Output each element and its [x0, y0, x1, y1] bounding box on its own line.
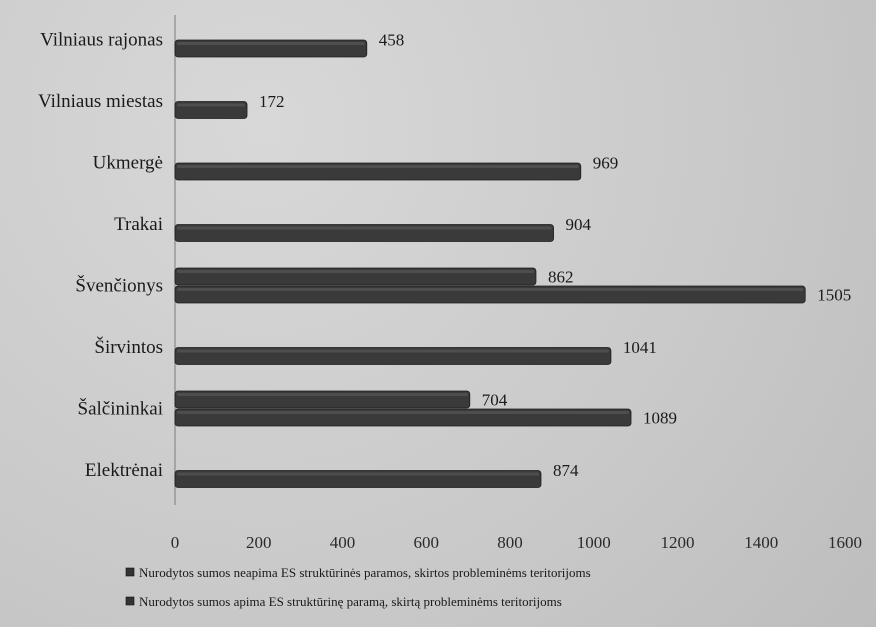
legend-swatch	[125, 567, 135, 577]
bar-highlight	[177, 226, 552, 230]
category-label: Ukmergė	[93, 153, 163, 174]
x-tick-label: 1600	[828, 533, 862, 552]
bar-highlight	[177, 349, 609, 353]
category-label: Širvintos	[94, 336, 163, 358]
bar-highlight	[177, 270, 534, 273]
bar-highlight	[177, 288, 804, 291]
bar-highlight	[177, 411, 630, 414]
legend-entry: Nurodytos sumos neapima ES struktūrinės …	[139, 565, 591, 580]
bar-highlight	[177, 103, 246, 107]
data-label: 862	[548, 268, 574, 287]
category-label: Šalčininkai	[78, 398, 163, 420]
legend-entry: Nurodytos sumos apima ES struktūrinę par…	[139, 594, 562, 609]
x-tick-label: 400	[330, 533, 356, 552]
data-label: 1041	[623, 338, 657, 357]
data-label: 1505	[817, 286, 851, 305]
data-label: 172	[259, 92, 285, 111]
x-tick-label: 600	[414, 533, 440, 552]
category-label: Elektrėnai	[85, 460, 163, 481]
category-label: Vilniaus rajonas	[40, 30, 163, 51]
x-tick-label: 200	[246, 533, 272, 552]
labels-layer: 0 200 400 600 800 1000 1200 1400 1600 Vilniaus ra…	[38, 30, 862, 553]
legend-swatch	[125, 596, 135, 606]
data-label: 874	[553, 461, 579, 480]
x-tick-label: 1400	[744, 533, 778, 552]
x-tick-label: 800	[497, 533, 523, 552]
data-label: 458	[379, 31, 405, 50]
bar-highlight	[177, 472, 539, 476]
bar-highlight	[177, 42, 365, 45]
category-label: Vilniaus miestas	[38, 91, 163, 112]
data-label: 969	[593, 154, 619, 173]
data-label: 704	[482, 391, 508, 410]
legend: Nurodytos sumos neapima ES struktūrinės …	[125, 565, 591, 609]
x-tick-label: 0	[171, 533, 180, 552]
bars-layer	[174, 39, 806, 488]
category-label: Švenčionys	[75, 275, 163, 297]
x-tick-label: 1200	[661, 533, 695, 552]
category-label: Trakai	[114, 214, 163, 235]
data-label: 1089	[643, 409, 677, 428]
bar-highlight	[177, 393, 468, 396]
bar-highlight	[177, 165, 579, 168]
data-label: 904	[566, 215, 592, 234]
x-tick-label: 1000	[577, 533, 611, 552]
